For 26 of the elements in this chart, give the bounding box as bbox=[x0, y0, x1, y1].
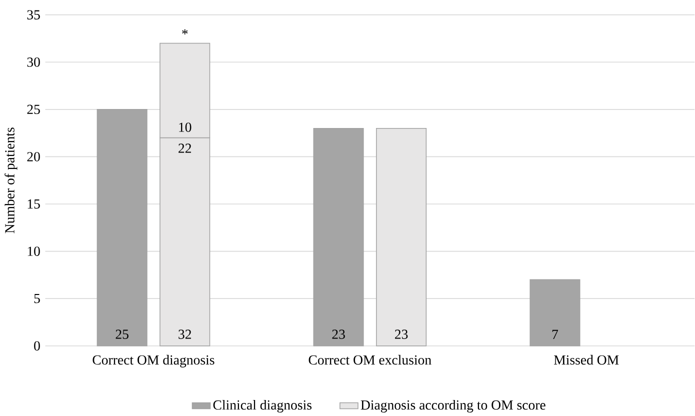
y-axis-title: Number of patients bbox=[4, 128, 18, 234]
legend-label: Diagnosis according to OM score bbox=[360, 400, 546, 413]
bar bbox=[376, 128, 427, 346]
x-tick-label: Correct OM diagnosis bbox=[92, 355, 214, 368]
y-tick-label: 35 bbox=[27, 10, 40, 20]
y-tick-label: 0 bbox=[34, 341, 40, 351]
bar bbox=[313, 128, 364, 346]
bar bbox=[530, 279, 580, 346]
x-tick-label: Missed OM bbox=[554, 355, 619, 365]
y-tick-label: 30 bbox=[27, 58, 40, 67]
data-label: 7 bbox=[552, 330, 558, 340]
y-tick-label: 10 bbox=[28, 246, 40, 256]
bar bbox=[96, 109, 148, 346]
data-label: 25 bbox=[116, 330, 128, 340]
annotation: * bbox=[182, 29, 188, 35]
annotation: 32 bbox=[178, 330, 191, 340]
legend-label: Clinical diagnosis bbox=[213, 400, 312, 413]
y-tick-label: 20 bbox=[27, 152, 40, 162]
y-tick-label: 5 bbox=[34, 294, 40, 304]
data-label: 22 bbox=[178, 144, 191, 153]
x-tick-label: Correct OM exclusion bbox=[308, 355, 432, 365]
data-label: 23 bbox=[395, 330, 408, 340]
data-label: 10 bbox=[179, 122, 192, 132]
data-label: 23 bbox=[332, 330, 345, 340]
y-tick-label: 15 bbox=[28, 199, 40, 209]
y-tick-label: 25 bbox=[27, 104, 40, 114]
